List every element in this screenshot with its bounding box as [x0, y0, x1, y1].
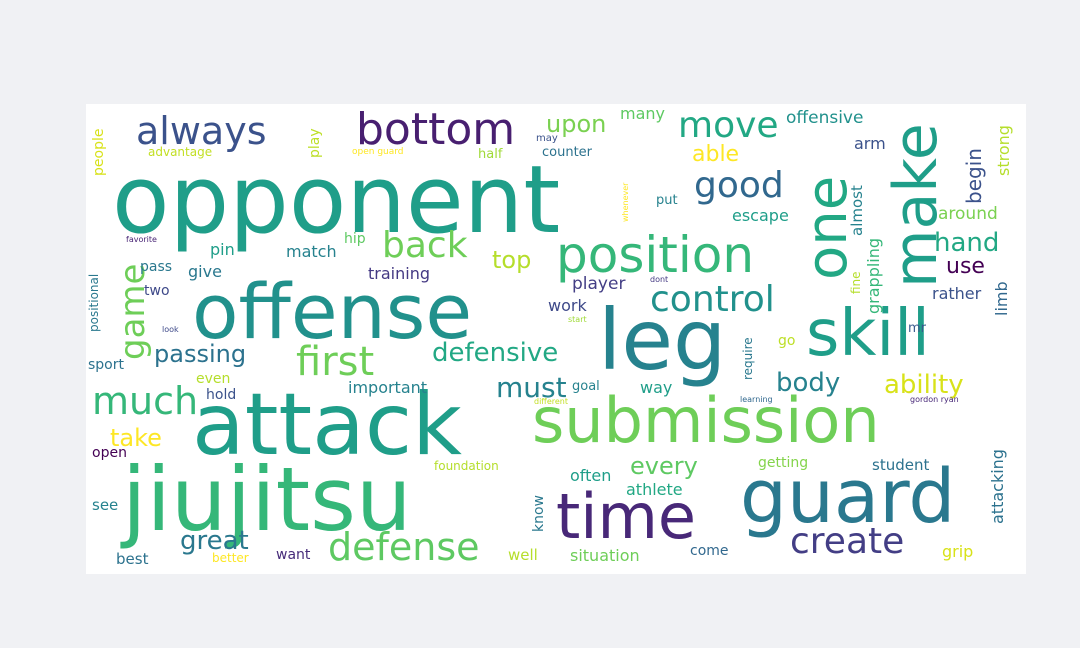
word-come: come	[690, 543, 729, 559]
word-skill: skill	[806, 297, 930, 371]
word-pin: pin	[210, 240, 235, 259]
word-grip: grip	[942, 542, 974, 561]
word-training: training	[368, 264, 430, 283]
word-hold: hold	[206, 387, 237, 403]
word-arm: arm	[854, 134, 886, 153]
word-defense: defense	[328, 525, 480, 569]
word-open: open	[92, 445, 127, 461]
word-sport: sport	[88, 357, 124, 373]
word-grappling: grappling	[864, 237, 883, 314]
word-hip: hip	[344, 231, 366, 247]
word-put: put	[656, 193, 678, 208]
word-even: even	[196, 371, 231, 387]
word-many: many	[620, 104, 665, 123]
word-take: take	[110, 424, 162, 452]
word-submission: submission	[532, 384, 880, 457]
word-move: move	[678, 105, 779, 146]
word-important: important	[348, 378, 428, 397]
word-always: always	[136, 109, 267, 153]
word-strong: strong	[994, 125, 1013, 176]
word-begin: begin	[962, 148, 986, 204]
word-goal: goal	[572, 379, 600, 394]
word-top: top	[492, 246, 532, 274]
word-situation: situation	[570, 546, 640, 565]
word-getting: getting	[758, 455, 809, 471]
word-first: first	[296, 339, 375, 385]
word-require: require	[741, 337, 755, 380]
word-jiujitsu: jiujitsu	[122, 448, 412, 551]
word-game: game	[113, 263, 153, 360]
word-limb: limb	[992, 281, 1011, 316]
word-opponent: opponent	[112, 146, 561, 255]
word-much: much	[92, 379, 199, 423]
word-mr: mr	[908, 321, 927, 336]
word-around: around	[938, 204, 998, 224]
word-way: way	[640, 378, 673, 397]
word-great: great	[180, 526, 249, 556]
word-make: make	[881, 123, 951, 288]
word-every: every	[630, 452, 698, 480]
word-play: play	[307, 128, 323, 158]
word-well: well	[508, 546, 538, 564]
word-hand: hand	[934, 228, 1000, 258]
word-whenever: whenever	[621, 182, 630, 222]
word-often: often	[570, 466, 612, 485]
word-fine: fine	[849, 271, 863, 294]
word-back: back	[382, 225, 468, 266]
word-body: body	[776, 368, 841, 398]
word-positional: positional	[87, 273, 101, 332]
word-rather: rather	[932, 284, 982, 303]
word-better: better	[212, 551, 249, 565]
word-advantage: advantage	[148, 145, 213, 159]
word-upon: upon	[546, 110, 607, 138]
word-escape: escape	[732, 206, 789, 225]
word-two: two	[144, 283, 170, 299]
word-pass: pass	[140, 259, 173, 275]
word-people: people	[91, 128, 107, 176]
word-cloud: opponent attack jiujitsu offense submiss…	[86, 104, 1026, 574]
word-guard: guard	[740, 454, 956, 540]
word-good: good	[694, 165, 784, 206]
word-start: start	[568, 315, 587, 324]
word-foundation: foundation	[434, 459, 499, 473]
word-defensive: defensive	[432, 338, 559, 368]
word-know: know	[531, 495, 547, 532]
word-different: different	[534, 397, 568, 406]
word-bottom: bottom	[356, 104, 516, 155]
word-control: control	[650, 279, 775, 320]
word-look: look	[162, 325, 179, 334]
word-work: work	[548, 296, 587, 315]
word-student: student	[872, 456, 930, 474]
word-offense: offense	[192, 267, 473, 356]
word-favorite: favorite	[126, 235, 157, 244]
word-able: able	[692, 142, 740, 167]
word-almost: almost	[848, 185, 866, 236]
word-want: want	[276, 547, 311, 563]
word-see: see	[92, 496, 119, 514]
word-best: best	[116, 550, 149, 568]
word-gordon-ryan: gordon ryan	[910, 395, 959, 404]
word-offensive: offensive	[786, 108, 864, 128]
word-time: time	[556, 480, 697, 553]
word-give: give	[188, 262, 222, 281]
word-create: create	[790, 521, 905, 562]
word-must: must	[496, 371, 567, 404]
word-dont: dont	[650, 275, 669, 284]
word-attack: attack	[192, 375, 462, 475]
word-half: half	[478, 147, 503, 162]
word-may: may	[536, 133, 558, 144]
word-open-guard: open guard	[352, 147, 404, 157]
word-athlete: athlete	[626, 480, 683, 499]
word-player: player	[572, 274, 626, 294]
word-learning: learning	[740, 395, 773, 404]
word-attacking: attacking	[988, 449, 1007, 524]
word-counter: counter	[542, 145, 593, 160]
word-go: go	[778, 333, 796, 349]
word-position: position	[556, 226, 755, 284]
word-leg: leg	[598, 291, 727, 389]
word-match: match	[286, 242, 337, 261]
word-ability: ability	[884, 370, 964, 400]
word-passing: passing	[154, 340, 247, 368]
word-use: use	[946, 254, 985, 279]
